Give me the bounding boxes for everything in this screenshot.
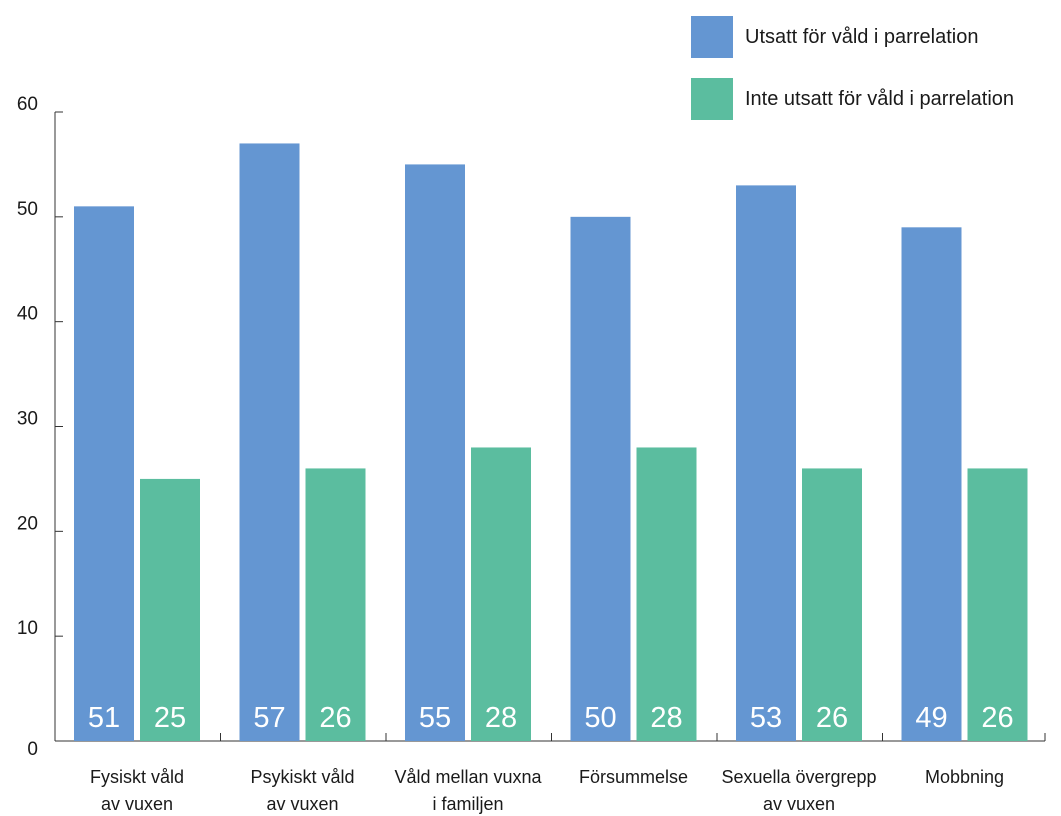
data-label: 28 (650, 702, 682, 734)
x-category-label: av vuxen (266, 794, 338, 814)
bar-utsatt (405, 164, 465, 741)
x-category-label: Psykiskt våld (250, 767, 354, 787)
bar-inte-utsatt (305, 468, 366, 741)
bar-inte-utsatt (802, 468, 862, 741)
data-label: 26 (981, 702, 1013, 734)
data-label: 49 (915, 702, 947, 734)
y-tick-label: 20 (17, 513, 38, 534)
legend-swatch-series-1 (691, 16, 733, 58)
y-tick-label: 40 (17, 304, 38, 325)
data-label: 26 (816, 702, 848, 734)
bar-utsatt (901, 227, 962, 742)
y-tick-label: 10 (17, 618, 38, 639)
x-category-label: Fysiskt våld (90, 767, 184, 787)
bar-utsatt (570, 216, 631, 742)
bar-inte-utsatt (140, 478, 200, 741)
data-label: 26 (319, 702, 351, 734)
bar-inte-utsatt (471, 447, 531, 741)
y-tick-label: 0 (27, 739, 38, 760)
data-label: 50 (584, 702, 616, 734)
x-category-label: av vuxen (101, 794, 173, 814)
legend-swatch-series-2 (691, 78, 733, 120)
data-label: 55 (419, 702, 451, 734)
x-category-label: Försummelse (579, 767, 688, 787)
x-category-label: Mobbning (925, 767, 1004, 787)
bar-utsatt (736, 185, 796, 742)
x-category-label: Sexuella övergrepp (721, 767, 876, 787)
bar-inte-utsatt (636, 447, 697, 741)
data-label: 51 (88, 702, 120, 734)
bar-inte-utsatt (967, 468, 1028, 741)
x-category-label: i familjen (432, 794, 503, 814)
y-tick-label: 60 (17, 94, 38, 115)
y-tick-label: 50 (17, 199, 38, 220)
y-tick-label: 30 (17, 409, 38, 430)
bar-utsatt (74, 206, 134, 742)
data-label: 57 (253, 702, 285, 734)
data-label: 28 (485, 702, 517, 734)
legend-item-series-2: Inte utsatt för våld i parrelation (691, 78, 1014, 120)
x-category-label: Våld mellan vuxna (394, 767, 542, 787)
legend-item-series-1: Utsatt för våld i parrelation (691, 16, 978, 58)
legend-label-series-2: Inte utsatt för våld i parrelation (745, 87, 1015, 110)
data-label: 53 (750, 702, 782, 734)
x-category-label: av vuxen (763, 794, 835, 814)
bar-utsatt (239, 143, 300, 741)
legend-label-series-1: Utsatt för våld i parrelation (745, 25, 979, 48)
data-label: 25 (154, 702, 186, 734)
